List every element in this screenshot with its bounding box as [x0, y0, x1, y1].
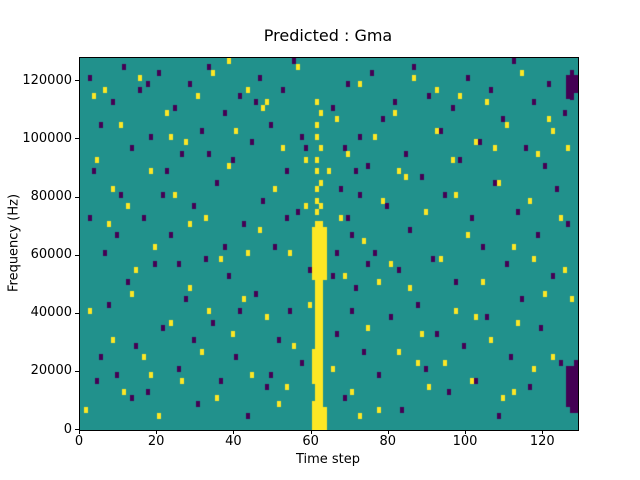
plot-area	[79, 57, 579, 431]
y-tick-mark	[75, 138, 79, 140]
y-tick-mark	[75, 196, 79, 198]
heatmap-canvas	[80, 58, 578, 430]
y-tick-mark	[75, 429, 79, 430]
y-tick-label: 20000	[30, 363, 72, 379]
y-tick-mark	[75, 80, 79, 82]
x-tick-label: 80	[379, 434, 397, 449]
x-tick-label: 60	[302, 434, 319, 449]
x-tick-label: 40	[225, 434, 242, 449]
y-tick-label: 80000	[30, 189, 72, 204]
y-tick-label: 60000	[30, 247, 72, 263]
x-tick-label: 120	[529, 434, 555, 449]
x-tick-label: 100	[452, 434, 478, 449]
x-axis-label: Time step	[295, 452, 361, 467]
x-tick-mark	[465, 430, 466, 434]
y-tick-mark	[75, 254, 79, 256]
chart-title: Predicted : Gma	[263, 26, 393, 45]
y-tick-mark	[75, 312, 79, 314]
x-tick-mark	[233, 430, 235, 434]
y-tick-label: 120000	[22, 72, 72, 88]
x-tick-mark	[387, 430, 389, 434]
x-tick-mark	[79, 430, 80, 434]
x-tick-label: 20	[147, 434, 165, 449]
y-tick-label: 100000	[22, 130, 72, 146]
x-tick-mark	[310, 430, 312, 434]
y-tick-label: 0	[63, 421, 72, 437]
y-axis-label: Frequency (Hz)	[6, 193, 22, 293]
y-tick-label: 40000	[30, 305, 72, 321]
y-tick-mark	[75, 370, 79, 372]
x-tick-label: 0	[74, 434, 84, 449]
x-tick-mark	[542, 430, 544, 434]
x-tick-mark	[156, 430, 158, 434]
